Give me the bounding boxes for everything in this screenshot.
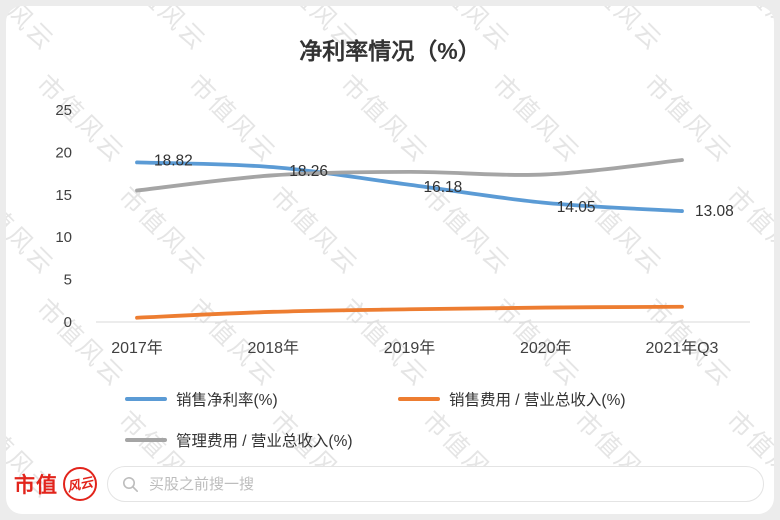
brand-logo-text: 市值 — [14, 474, 58, 497]
chart-card: 市值风云 市值风云 市值风云 市值风云 市值风云 市值风云 市值风云 市值风云 市值风云 市值风云… — [6, 6, 774, 514]
legend-item: 管理费用 / 营业总收入(%) — [125, 429, 353, 451]
legend-marker — [398, 397, 440, 401]
y-tick-label: 5 — [64, 272, 72, 289]
series-line — [135, 158, 684, 193]
legend-label: 销售净利率(%) — [176, 392, 278, 409]
chart-title: 净利率情况（%） — [299, 38, 481, 64]
legend-item: 销售费用 / 营业总收入(%) — [398, 388, 626, 410]
brand-logo-badge-text: 风云 — [65, 473, 95, 495]
legend-row-1: 销售净利率(%) 销售费用 / 营业总收入(%) — [125, 388, 626, 410]
y-tick-label: 15 — [55, 187, 72, 204]
legend-marker — [125, 397, 167, 401]
x-axis-label: 2021年Q3 — [646, 339, 719, 357]
legend-label: 销售费用 / 营业总收入(%) — [449, 392, 626, 409]
brand-logo-badge: 风云 — [63, 467, 97, 501]
x-axis-label: 2017年 — [111, 339, 163, 357]
series-line — [135, 160, 684, 213]
legend-item: 销售净利率(%) — [125, 388, 398, 410]
brand-logo[interactable]: 市值 风云 — [14, 467, 97, 501]
y-tick-label: 25 — [55, 102, 72, 119]
x-axis-label: 2018年 — [247, 339, 299, 357]
legend-row-2: 管理费用 / 营业总收入(%) — [125, 429, 353, 451]
legend-label: 管理费用 / 营业总收入(%) — [176, 433, 353, 450]
x-axis-label: 2019年 — [384, 339, 436, 357]
data-label: 16.18 — [424, 179, 463, 196]
y-tick-label: 0 — [64, 314, 72, 331]
x-axis-label: 2020年 — [520, 339, 572, 357]
search-icon — [123, 476, 138, 492]
series-line — [135, 304, 684, 320]
y-tick-label: 10 — [55, 229, 72, 246]
footer-bar: 市值 风云 — [14, 458, 764, 510]
data-label: 18.26 — [289, 163, 328, 180]
data-label: 18.82 — [154, 152, 193, 169]
legend-marker — [125, 438, 167, 442]
data-label: 13.08 — [695, 203, 734, 220]
search-input[interactable] — [147, 474, 749, 494]
line-chart: 0 5 10 15 20 25 2017年 2018年 2019年 2020年 2021年Q3 18.… — [55, 102, 750, 357]
y-tick-label: 20 — [55, 144, 72, 161]
search-bar[interactable] — [107, 466, 764, 502]
data-label: 14.05 — [557, 199, 596, 216]
